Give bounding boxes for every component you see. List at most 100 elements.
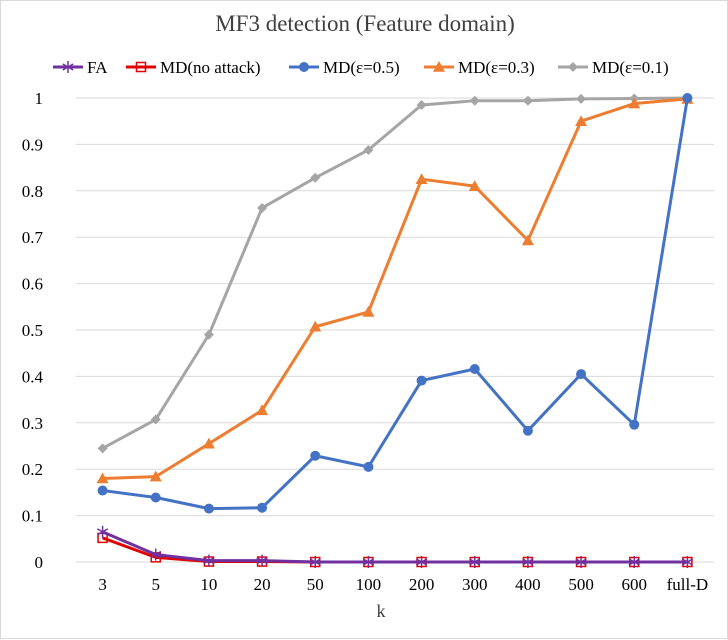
legend-label: MD(ε=0.5) [323,58,400,77]
x-tick-label: 600 [622,575,648,594]
y-tick-label: 1 [35,89,44,108]
series-4 [97,93,693,454]
data-point [522,95,533,106]
legend-item: FA [53,58,108,77]
series-layer [96,92,694,568]
legend-marker [299,62,309,72]
data-point [363,144,374,155]
legend-label: MD(ε=0.3) [458,58,535,77]
data-point-stroke [256,556,268,565]
data-point-stroke [203,556,215,565]
data-point [628,556,640,568]
data-point [202,437,215,449]
data-point [468,180,481,191]
legend-label: MD(ε=0.1) [592,58,669,77]
data-point [522,425,533,436]
series-2 [97,93,693,514]
x-axis-ticks: 3 5 10 20 50 100 200 300 400 500 600 full-D [98,575,708,594]
legend: FA MD(no attack) MD(ε=0.5) MD(ε=0.3) MD(ε=0.… [53,58,669,77]
y-tick-label: 0.7 [22,228,44,247]
data-point [150,548,162,561]
data-point [150,492,161,503]
legend-item: MD(ε=0.1) [558,58,669,77]
y-tick-label: 0.9 [22,135,43,154]
data-point-stroke [362,558,374,566]
x-tick-label: 300 [462,575,488,594]
x-tick-label: 3 [98,575,107,594]
x-axis-label: k [377,601,386,621]
y-tick-label: 0.5 [22,321,43,340]
data-point [97,485,108,496]
series-line [101,96,688,450]
legend-item: MD(ε=0.3) [424,58,535,77]
y-tick-label: 0.8 [22,182,43,201]
x-tick-label: full-D [667,575,709,594]
data-point-stroke [522,558,534,566]
data-point [576,369,587,380]
data-point-stroke [681,558,693,566]
y-tick-label: 0.2 [22,460,43,479]
series-line [102,97,689,511]
series-0 [97,525,693,568]
legend-marker [135,61,147,73]
data-point [576,93,587,104]
x-tick-label: 100 [356,575,382,594]
data-point [203,329,214,340]
data-point [415,173,428,184]
data-point [203,503,214,514]
data-point [97,443,108,454]
data-point [150,414,161,425]
data-point [575,556,587,568]
data-point [629,419,640,430]
data-point [575,115,588,126]
data-point [97,525,109,538]
legend-marker [433,61,445,72]
data-point-stroke [628,558,640,566]
data-point [469,95,480,106]
data-point [681,556,693,568]
y-tick-label: 0.1 [22,507,43,526]
x-tick-label: 400 [515,575,541,594]
legend-item: MD(ε=0.5) [289,58,400,77]
x-tick-label: 5 [152,575,161,594]
y-tick-label: 0.4 [22,367,44,386]
x-tick-label: 50 [307,575,324,594]
data-point [309,556,321,568]
y-tick-label: 0 [35,553,44,572]
legend-marker [568,62,578,72]
grid-lines [76,97,714,563]
data-point [257,202,268,213]
data-point [628,97,641,109]
data-point [416,99,427,110]
legend-marker-stroke [62,63,74,71]
data-point [416,375,427,386]
x-tick-label: 200 [409,575,435,594]
series-line [101,530,688,564]
series-line [102,97,688,480]
data-point-stroke [575,558,587,566]
data-point-stroke [150,550,162,559]
data-point [522,556,534,568]
x-tick-label: 10 [200,575,217,594]
data-point [149,470,162,482]
data-point [309,320,322,332]
legend-label: FA [87,58,108,77]
legend-label: MD(no attack) [160,58,261,77]
data-point [469,363,480,374]
data-point [310,450,321,461]
data-point [256,554,268,567]
data-point [310,172,321,183]
data-point [521,234,534,246]
data-point-stroke [469,558,481,566]
data-point [257,502,268,513]
data-point-stroke [97,528,109,536]
y-tick-label: 0.3 [22,414,43,433]
data-point-stroke [309,558,321,566]
data-point [362,305,375,317]
legend-marker [62,61,74,73]
legend-item: MD(no attack) [126,58,261,77]
data-point [416,556,428,568]
data-point [363,461,374,472]
chart-title: MF3 detection (Feature domain) [215,11,515,36]
